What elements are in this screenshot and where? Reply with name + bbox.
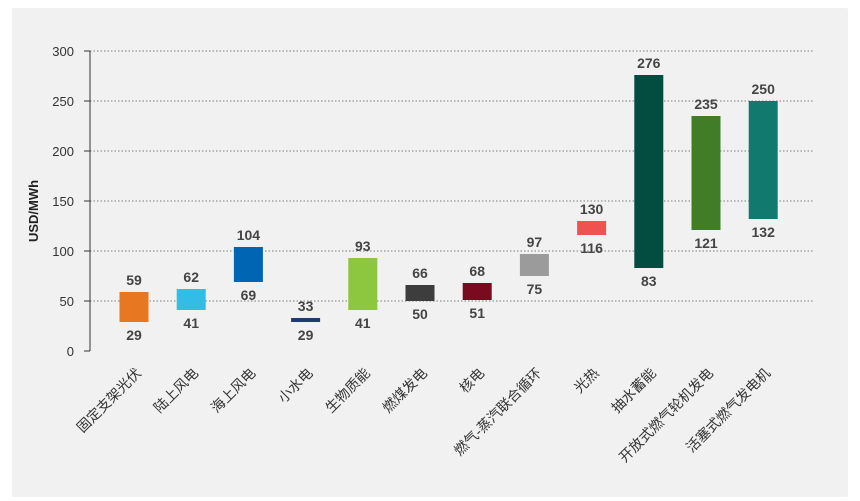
- bar-7: [462, 283, 492, 300]
- category-label: 光热: [571, 365, 602, 396]
- high-value-label: 250: [752, 81, 776, 97]
- low-value-label: 75: [527, 281, 543, 297]
- category-label: 小水电: [275, 365, 316, 406]
- low-value-label: 50: [412, 306, 428, 322]
- category-label: 燃煤发电: [379, 365, 430, 416]
- y-tick-label: 150: [52, 194, 74, 209]
- high-value-label: 104: [237, 227, 261, 243]
- high-value-label: 33: [298, 298, 314, 314]
- bar-4: [291, 318, 321, 322]
- bar-11: [691, 116, 721, 230]
- y-tick-label: 300: [52, 44, 74, 59]
- high-value-label: 59: [126, 272, 142, 288]
- bar-2: [176, 289, 206, 310]
- bar-9: [577, 221, 607, 235]
- gridlines: [90, 50, 813, 302]
- y-tick-label: 0: [67, 344, 74, 359]
- bar-6: [405, 285, 435, 301]
- low-value-label: 29: [126, 327, 142, 343]
- low-value-label: 51: [469, 305, 485, 321]
- value-labels: 59 29 62 41 104 69 33 29 93 41 66 50 68 51 97 75 130 116 2…: [126, 55, 775, 343]
- y-axis: 0 50 100 150 200 250 300: [52, 44, 91, 359]
- y-tick-label: 200: [52, 144, 74, 159]
- y-tick-label: 100: [52, 244, 74, 259]
- category-label: 陆上风电: [150, 365, 201, 416]
- y-tick-label: 250: [52, 94, 74, 109]
- bar-3: [233, 247, 263, 282]
- category-label: 核电: [456, 365, 487, 396]
- category-label: 海上风电: [208, 365, 259, 416]
- category-label: 开放式燃气轮机发电: [616, 365, 716, 465]
- high-value-label: 68: [469, 263, 485, 279]
- high-value-label: 130: [580, 201, 604, 217]
- bars: [119, 75, 778, 322]
- high-value-label: 235: [694, 96, 718, 112]
- bar-8: [519, 254, 549, 276]
- category-label: 抽水蓄能: [608, 365, 659, 416]
- low-value-label: 116: [580, 240, 603, 256]
- low-value-label: 69: [241, 287, 257, 303]
- low-value-label: 29: [298, 327, 314, 343]
- bar-5: [348, 258, 378, 310]
- low-value-label: 41: [183, 315, 199, 331]
- high-value-label: 97: [527, 234, 543, 250]
- low-value-label: 83: [641, 273, 657, 289]
- low-value-label: 41: [355, 315, 371, 331]
- low-value-label: 132: [752, 224, 776, 240]
- chart-panel: [12, 8, 848, 497]
- bar-12: [748, 101, 778, 219]
- y-axis-label: USD/MWh: [26, 180, 41, 242]
- category-label: 固定支架光伏: [73, 365, 144, 436]
- bar-10: [634, 75, 664, 268]
- y-tick-label: 50: [60, 294, 74, 309]
- high-value-label: 276: [637, 55, 661, 71]
- low-value-label: 121: [694, 235, 718, 251]
- bar-1: [119, 292, 149, 322]
- high-value-label: 66: [412, 265, 428, 281]
- category-label: 生物质能: [322, 365, 373, 416]
- high-value-label: 93: [355, 238, 371, 254]
- high-value-label: 62: [183, 269, 199, 285]
